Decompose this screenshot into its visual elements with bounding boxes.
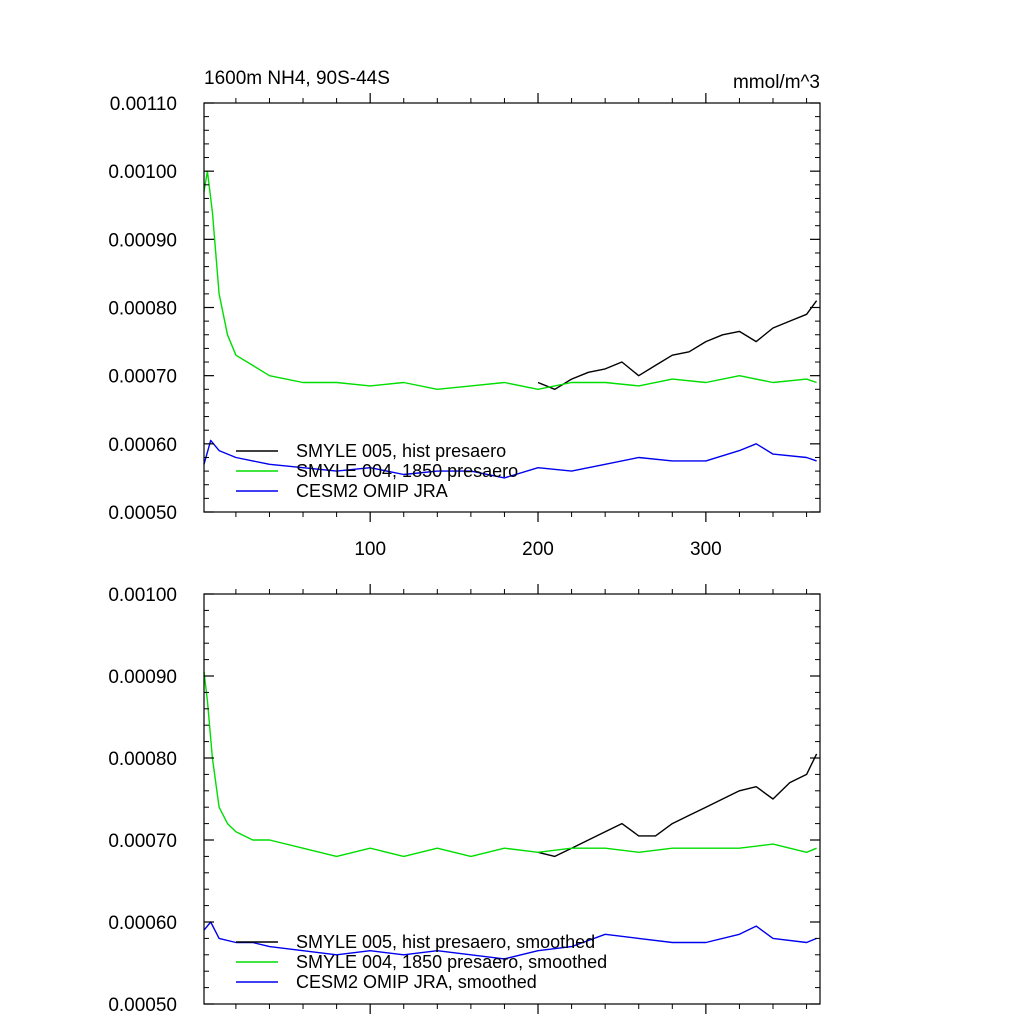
- bottom-legend-label-0: SMYLE 005, hist presaero, smoothed: [296, 932, 595, 952]
- top-series-line-1: [203, 170, 817, 390]
- top-panel-axes-layer: 0.00050 0.00060 0.00070 0.00080 0.00090 0.001…: [108, 93, 820, 560]
- bottom-y-tick-label: 0.00070: [108, 831, 177, 852]
- top-panel: 0.00050 0.00060 0.00070 0.00080 0.00090 0.001…: [108, 93, 821, 560]
- top-y-tick-label: 0.00100: [108, 162, 177, 183]
- bottom-series-line-1: [203, 671, 817, 858]
- bottom-y-tick-label: 0.00060: [108, 913, 177, 934]
- top-panel-series-layer: [203, 170, 818, 479]
- top-series-line-0: [537, 300, 818, 390]
- bottom-y-tick-label: 0.00050: [108, 995, 177, 1016]
- bottom-panel-axes-layer: 0.00050 0.00060 0.00070 0.00080 0.00090 0.001…: [108, 584, 820, 1016]
- top-y-tick-label: 0.00050: [108, 503, 177, 524]
- top-y-tick-label: 0.00090: [108, 230, 177, 251]
- bottom-y-tick-label: 0.00080: [108, 749, 177, 770]
- top-y-tick-label: 0.00060: [108, 435, 177, 456]
- bottom-panel-legend: SMYLE 005, hist presaero, smoothedSMYLE …: [236, 932, 607, 992]
- top-legend-label-0: SMYLE 005, hist presaero: [296, 441, 506, 461]
- top-x-tick-label: 200: [522, 539, 554, 560]
- top-y-tick-label: 0.00070: [108, 367, 177, 388]
- bottom-y-tick-label: 0.00090: [108, 667, 177, 688]
- top-x-tick-label: 300: [690, 539, 722, 560]
- chart-title: 1600m NH4, 90S-44S: [204, 68, 390, 89]
- bottom-panel-series-layer: [203, 671, 818, 960]
- top-legend-label-1: SMYLE 004, 1850 presaero: [296, 461, 518, 481]
- bottom-panel-frame: [203, 593, 821, 1005]
- bottom-panel: 0.00050 0.00060 0.00070 0.00080 0.00090 0.001…: [108, 584, 821, 1016]
- bottom-y-tick-label: 0.00100: [108, 585, 177, 606]
- bottom-legend-label-2: CESM2 OMIP JRA, smoothed: [296, 972, 537, 992]
- bottom-legend-label-1: SMYLE 004, 1850 presaero, smoothed: [296, 952, 607, 972]
- top-x-tick-label: 100: [354, 539, 386, 560]
- bottom-series-line-0: [537, 753, 818, 858]
- top-y-tick-label: 0.00080: [108, 299, 177, 320]
- top-series-line-2: [203, 439, 817, 479]
- top-y-tick-label: 0.00110: [110, 94, 177, 115]
- top-legend-label-2: CESM2 OMIP JRA: [296, 481, 448, 501]
- units-label: mmol/m^3: [733, 72, 820, 93]
